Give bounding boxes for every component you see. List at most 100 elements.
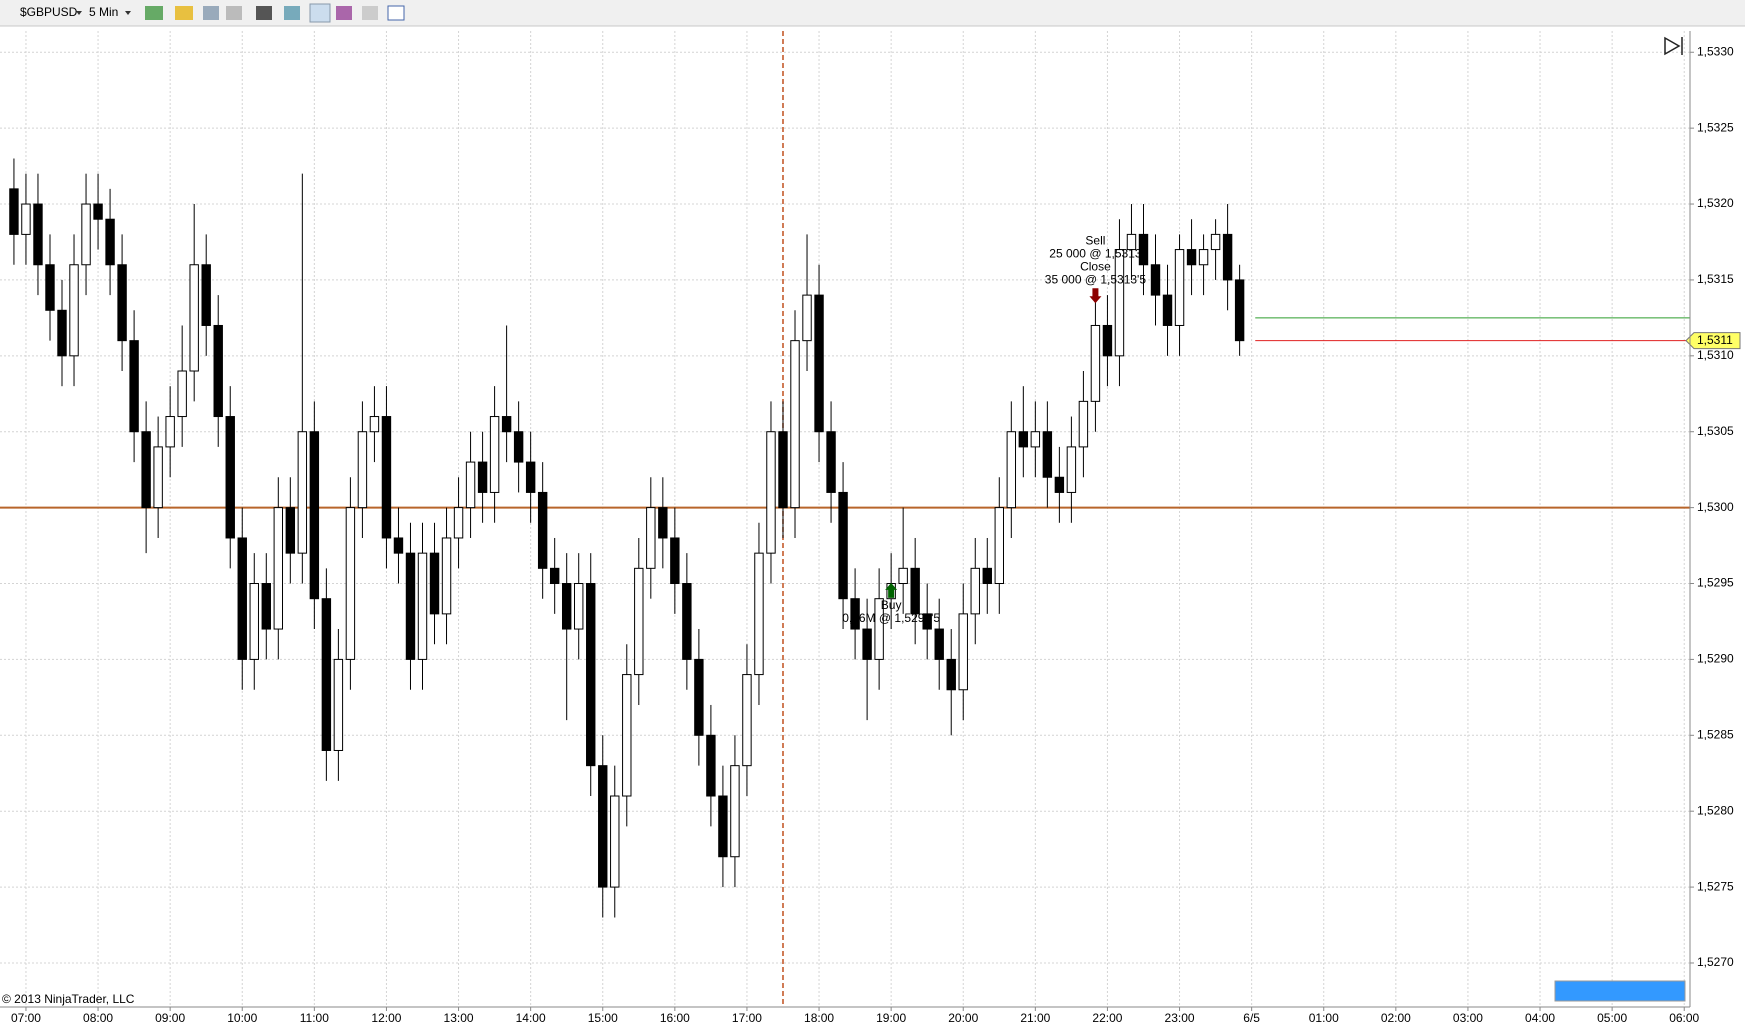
candle-body bbox=[501, 416, 512, 433]
trade-label: 25 000 @ 1,5313 bbox=[1049, 246, 1142, 260]
candle-body bbox=[321, 598, 332, 751]
x-tick-label: 21:00 bbox=[1020, 1011, 1050, 1025]
y-tick-label: 1,5275 bbox=[1697, 879, 1734, 893]
candle-body bbox=[826, 431, 836, 493]
candle-body bbox=[874, 598, 884, 660]
candle-body bbox=[1186, 249, 1197, 266]
scroll-bar[interactable] bbox=[1554, 980, 1686, 1002]
candle-body bbox=[465, 461, 476, 509]
candle-body bbox=[958, 613, 968, 691]
x-tick-label: 20:00 bbox=[948, 1011, 978, 1025]
candle-body bbox=[658, 507, 668, 539]
candle-body bbox=[742, 674, 752, 767]
toolbar-icons bbox=[145, 3, 405, 23]
strategy-button[interactable] bbox=[336, 6, 352, 20]
y-tick-label: 1,5295 bbox=[1697, 576, 1734, 590]
candle-body bbox=[790, 340, 800, 509]
indicator-button[interactable] bbox=[309, 3, 331, 23]
scroll-to-end-button[interactable] bbox=[1664, 36, 1683, 56]
x-tick-label: 14:00 bbox=[516, 1011, 546, 1025]
x-tick-label: 06:00 bbox=[1669, 1011, 1699, 1025]
candle-body bbox=[718, 795, 728, 858]
candle-body bbox=[45, 264, 55, 311]
candle-body bbox=[309, 431, 320, 600]
candle-body bbox=[189, 264, 199, 372]
candle-body bbox=[357, 431, 368, 509]
candle-body bbox=[1090, 324, 1101, 402]
price-marker-label: 1,5311 bbox=[1697, 333, 1733, 347]
candle-body bbox=[213, 324, 223, 418]
crosshair-button[interactable] bbox=[256, 6, 272, 20]
y-tick-label: 1,5330 bbox=[1697, 44, 1734, 58]
interval-selector[interactable]: 5 Min bbox=[89, 5, 118, 19]
candle-body bbox=[802, 294, 812, 342]
candle-body bbox=[21, 203, 31, 235]
tool-button[interactable] bbox=[226, 6, 242, 20]
candle-body bbox=[778, 431, 788, 509]
candle-body bbox=[273, 507, 284, 630]
candle-body bbox=[610, 795, 620, 888]
candle-body bbox=[549, 567, 560, 585]
candle-body bbox=[814, 294, 824, 433]
candle-body bbox=[81, 203, 91, 266]
y-tick-label: 1,5270 bbox=[1697, 955, 1734, 969]
candle-body bbox=[177, 370, 187, 418]
trade-label: Sell bbox=[1085, 233, 1105, 247]
y-tick-label: 1,5280 bbox=[1697, 803, 1734, 817]
copyright: © 2013 NinjaTrader, LLC bbox=[2, 992, 135, 1006]
y-tick-label: 1,5300 bbox=[1697, 500, 1734, 514]
trade-label: Buy bbox=[881, 598, 902, 612]
candle-body bbox=[429, 552, 440, 615]
candle-body bbox=[982, 567, 992, 585]
x-tick-label: 22:00 bbox=[1092, 1011, 1122, 1025]
chart: 1,5270 1,5275 1,5280 1,5285 1,5290 1,5295 1,53… bbox=[0, 31, 1741, 1025]
x-tick-label: 03:00 bbox=[1453, 1011, 1483, 1025]
properties-button[interactable] bbox=[387, 5, 405, 21]
tool-button[interactable] bbox=[362, 6, 378, 20]
trade-arrow bbox=[1089, 288, 1102, 304]
candle-body bbox=[1114, 249, 1125, 357]
candle-body bbox=[477, 461, 488, 493]
candle-body bbox=[838, 491, 848, 600]
candle-body bbox=[970, 567, 980, 615]
candle-body bbox=[1030, 431, 1041, 448]
candle-body bbox=[441, 537, 452, 615]
candle-body bbox=[513, 431, 524, 463]
candle-body bbox=[706, 734, 716, 797]
x-tick-label: 13:00 bbox=[444, 1011, 474, 1025]
candle-body bbox=[525, 461, 536, 493]
candle-body bbox=[730, 765, 740, 858]
x-tick-label: 11:00 bbox=[300, 1011, 329, 1025]
candle-body bbox=[165, 416, 175, 448]
candle-body bbox=[297, 431, 308, 554]
draw-button[interactable] bbox=[175, 6, 193, 20]
candle-body bbox=[1198, 249, 1209, 266]
x-tick-label: 10:00 bbox=[227, 1011, 257, 1025]
x-tick-label: 15:00 bbox=[588, 1011, 618, 1025]
candle-body bbox=[261, 583, 271, 630]
candle-body bbox=[345, 507, 356, 660]
bars-button[interactable] bbox=[145, 6, 163, 20]
y-tick-label: 1,5305 bbox=[1697, 424, 1734, 438]
candle-body bbox=[1006, 431, 1017, 509]
candle-body bbox=[333, 658, 344, 751]
candle-body bbox=[754, 552, 764, 676]
candle-body bbox=[1162, 294, 1173, 326]
zoom-button[interactable] bbox=[284, 6, 300, 20]
y-tick-label: 1,5320 bbox=[1697, 196, 1734, 210]
candle-body bbox=[1234, 279, 1245, 342]
candle-body bbox=[225, 416, 235, 539]
x-tick-label: 02:00 bbox=[1381, 1011, 1411, 1025]
symbol-selector[interactable]: $GBPUSD bbox=[20, 5, 78, 19]
candle-body bbox=[9, 188, 19, 235]
x-tick-label: 01:00 bbox=[1309, 1011, 1339, 1025]
candle-body bbox=[682, 583, 692, 660]
x-tick-label: 09:00 bbox=[155, 1011, 185, 1025]
candle-body bbox=[850, 598, 860, 630]
candle-body bbox=[141, 431, 151, 509]
candle-body bbox=[862, 628, 872, 660]
tool-button[interactable] bbox=[203, 6, 219, 20]
candle-body bbox=[249, 583, 259, 660]
candle-body bbox=[1066, 446, 1077, 493]
